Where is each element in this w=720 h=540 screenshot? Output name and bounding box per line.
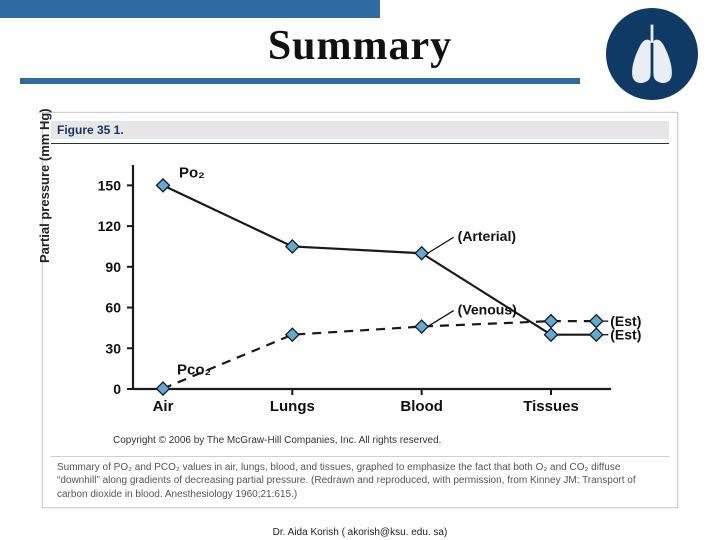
- svg-text:150: 150: [98, 177, 122, 193]
- svg-text:120: 120: [98, 218, 122, 234]
- chart: 0 30 60 90 120 150 Air Lungs Blood Tissues Po₂ Pco₂…: [51, 151, 671, 426]
- svg-text:0: 0: [113, 381, 121, 397]
- title-underline: [20, 78, 580, 84]
- caption-separator: [51, 456, 669, 457]
- svg-text:Pco₂: Pco₂: [177, 362, 211, 379]
- figure-container: Figure 35 1. Partial pressure (mm Hg) 03…: [42, 112, 678, 508]
- svg-text:60: 60: [105, 300, 121, 316]
- svg-text:Tissues: Tissues: [523, 398, 579, 415]
- y-axis-title-text: Partial pressure (mm Hg): [37, 108, 52, 263]
- figure-separator: [51, 143, 669, 144]
- y-axis-title: Partial pressure (mm Hg): [37, 108, 52, 263]
- slide: Summary Figure 35 1. Partial pressure (m…: [0, 0, 720, 540]
- svg-text:Lungs: Lungs: [270, 398, 315, 415]
- footer-text: Dr. Aida Korish ( akorish@ksu. edu. sa): [0, 527, 720, 538]
- accent-top-band: [0, 0, 380, 18]
- figure-label: Figure 35 1.: [57, 123, 124, 137]
- svg-text:(Arterial): (Arterial): [458, 228, 516, 244]
- svg-text:Blood: Blood: [400, 398, 443, 415]
- copyright-text: Copyright © 2006 by The McGraw-Hill Comp…: [113, 434, 663, 447]
- svg-text:90: 90: [105, 259, 121, 275]
- chart-svg: 0 30 60 90 120 150 Air Lungs Blood Tissues Po₂ Pco₂…: [51, 151, 671, 426]
- svg-text:(Venous): (Venous): [458, 302, 517, 318]
- figure-label-bar: [51, 121, 669, 139]
- svg-text:Air: Air: [153, 398, 174, 415]
- figure-caption: Summary of PO₂ and PCO₂ values in air, l…: [57, 461, 663, 502]
- svg-text:(Est): (Est): [610, 313, 641, 329]
- svg-text:Po₂: Po₂: [179, 164, 205, 181]
- svg-text:30: 30: [105, 340, 121, 356]
- lungs-icon: [606, 8, 698, 100]
